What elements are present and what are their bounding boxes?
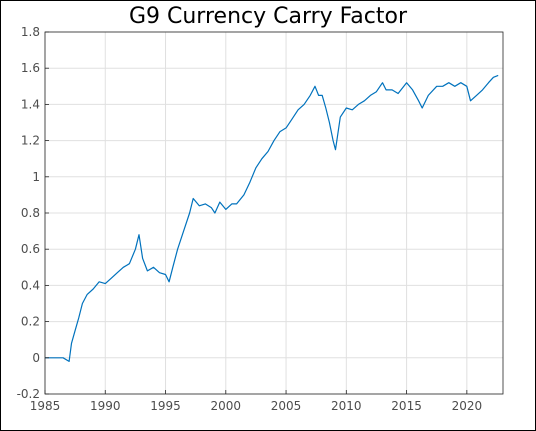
x-tick-label: 1990 (90, 399, 121, 413)
y-tick-label: 1.2 (21, 134, 40, 148)
carry-factor-series-line (45, 74, 499, 362)
x-tick-label: 2020 (452, 399, 483, 413)
y-tick-label: 0.2 (21, 315, 40, 329)
y-tick-label: 1.4 (21, 97, 40, 111)
y-tick-label: -0.2 (17, 387, 40, 401)
y-tick-label: 0.4 (21, 278, 40, 292)
x-tick-label: 2010 (331, 399, 362, 413)
y-tick-label: 1 (32, 170, 40, 184)
y-tick-label: 1.8 (21, 25, 40, 39)
axis-ticks: 1985 1990 1995 2000 2005 2010 2015 2020 -0.2 0 0.2… (17, 25, 483, 413)
x-tick-label: 2015 (391, 399, 422, 413)
x-tick-label: 2000 (211, 399, 242, 413)
chart-title: G9 Currency Carry Factor (128, 4, 408, 29)
x-tick-label: 1995 (150, 399, 181, 413)
x-tick-label: 1985 (30, 399, 61, 413)
y-tick-label: 1.6 (21, 61, 40, 75)
y-tick-label: 0.6 (21, 242, 40, 256)
x-tick-label: 2005 (271, 399, 302, 413)
y-tick-label: 0.8 (21, 206, 40, 220)
y-tick-label: 0 (32, 351, 40, 365)
